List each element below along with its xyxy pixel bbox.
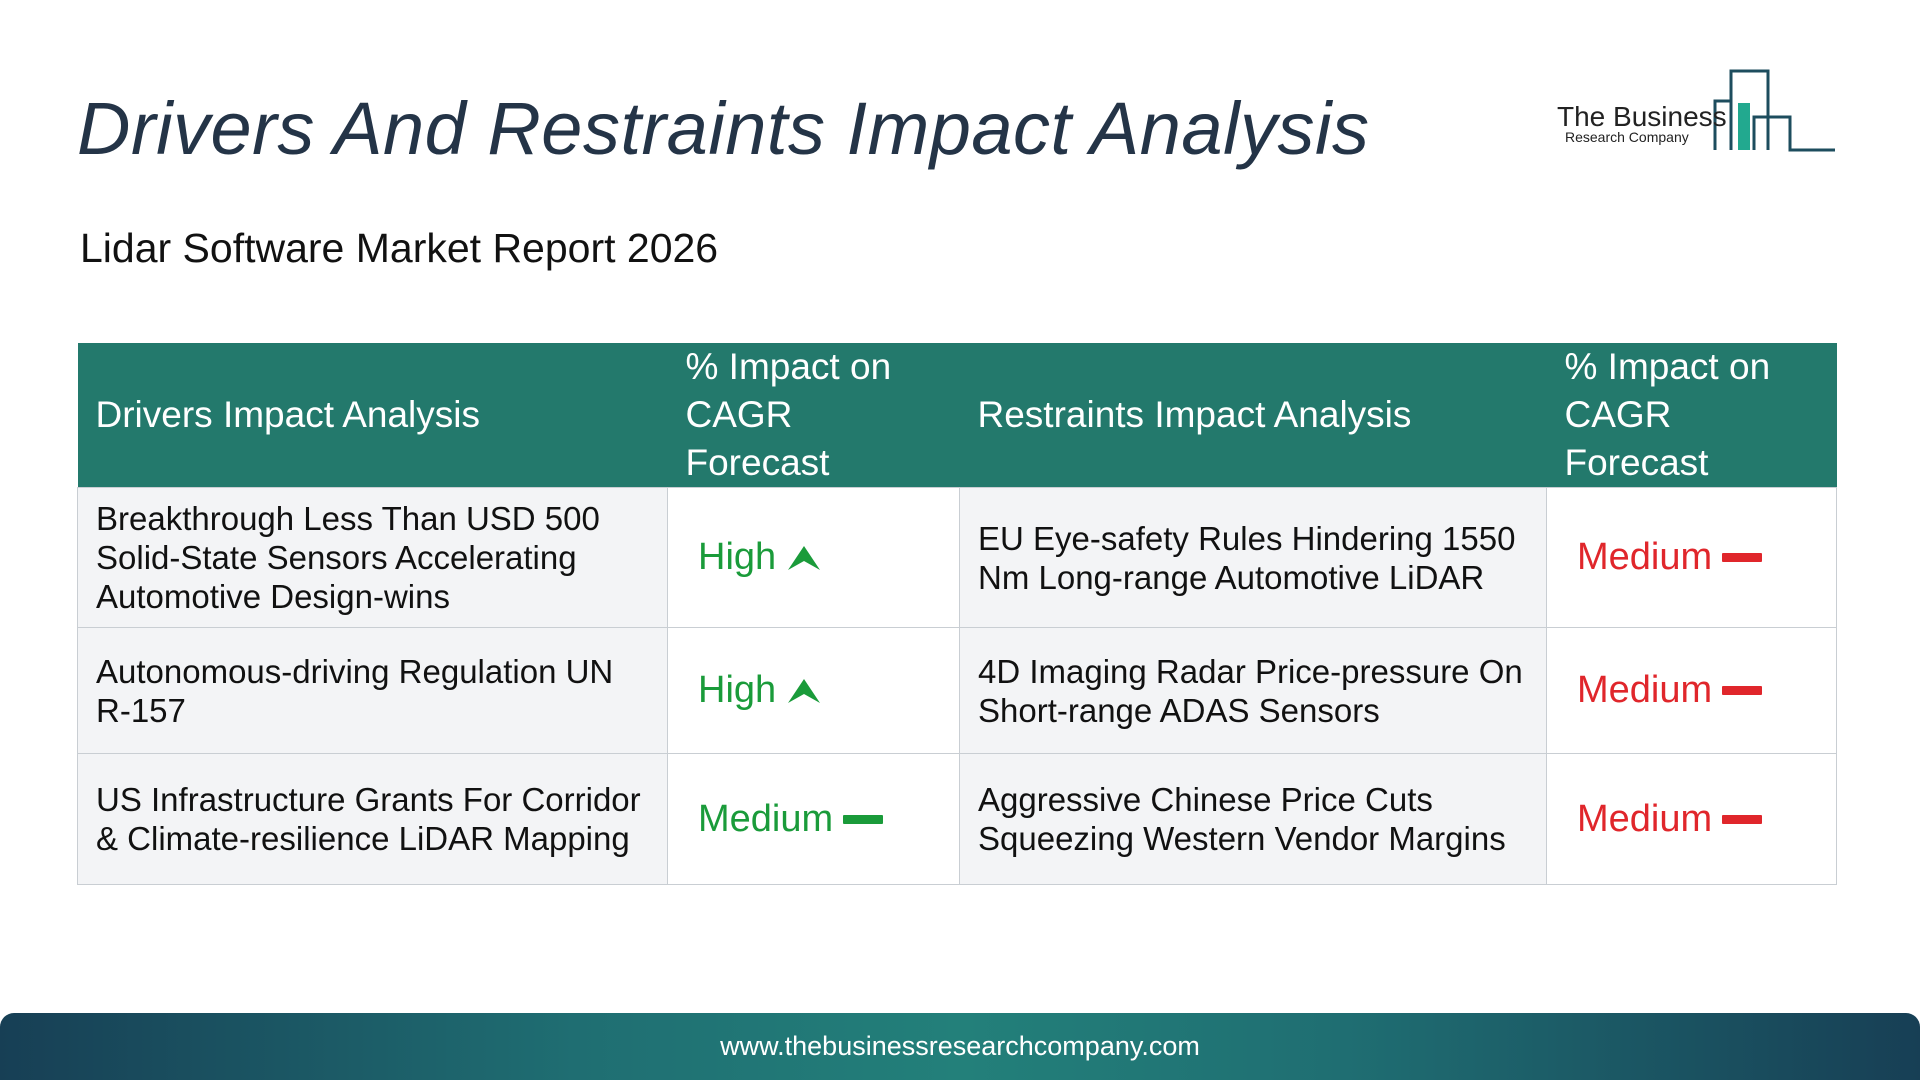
restraint-cell: 4D Imaging Radar Price-pressure On Short… <box>959 627 1547 754</box>
impact-level: High <box>698 538 822 577</box>
impact-level: Medium <box>1577 797 1763 840</box>
driver-cell: Autonomous-driving Regulation UN R-157 <box>77 627 668 754</box>
restraint-cell: Aggressive Chinese Price Cuts Squeezing … <box>959 753 1547 885</box>
logo-text-sub: Research Company <box>1565 129 1689 145</box>
restraint-cell: EU Eye-safety Rules Hindering 1550 Nm Lo… <box>959 487 1547 628</box>
company-logo[interactable]: The Business Research Company <box>1555 65 1835 160</box>
driver-impact-cell: High <box>667 487 960 628</box>
impact-level: Medium <box>698 797 884 840</box>
dash-icon <box>1722 686 1763 695</box>
impact-label: Medium <box>1577 797 1713 840</box>
arrow-up-icon <box>788 545 821 570</box>
restraint-impact-cell: Medium <box>1546 627 1837 754</box>
arrow-up-icon <box>788 678 821 703</box>
impact-label: Medium <box>698 797 834 840</box>
footer-bar: www.thebusinessresearchcompany.com <box>0 1013 1920 1080</box>
driver-cell: US Infrastructure Grants For Corridor & … <box>77 753 668 885</box>
table-header-row: Drivers Impact Analysis % Impact on CAGR… <box>77 343 1837 488</box>
impact-level: Medium <box>1577 536 1763 578</box>
impact-level: Medium <box>1577 669 1763 711</box>
impact-table: Drivers Impact Analysis % Impact on CAGR… <box>77 343 1837 885</box>
impact-label: Medium <box>1577 536 1713 578</box>
driver-impact-cell: Medium <box>667 753 960 885</box>
driver-impact-cell: High <box>667 627 960 754</box>
report-subtitle: Lidar Software Market Report 2026 <box>80 225 719 271</box>
impact-label: High <box>698 669 777 711</box>
dash-icon <box>1722 553 1763 562</box>
page-title: Drivers And Restraints Impact Analysis <box>77 87 1370 170</box>
table-row: Breakthrough Less Than USD 500 Solid-Sta… <box>77 487 1837 628</box>
table-row: US Infrastructure Grants For Corridor & … <box>77 753 1837 885</box>
logo-text-main: The Business <box>1557 101 1727 132</box>
bar-chart-logo-icon <box>1713 69 1835 152</box>
restraint-impact-cell: Medium <box>1546 487 1837 628</box>
impact-label: High <box>698 536 777 578</box>
website-link[interactable]: www.thebusinessresearchcompany.com <box>720 1031 1200 1061</box>
column-header-restraints: Restraints Impact Analysis <box>959 343 1547 488</box>
impact-label: Medium <box>1577 669 1713 711</box>
restraint-impact-cell: Medium <box>1546 753 1837 885</box>
dash-icon <box>1722 814 1763 824</box>
dash-icon <box>843 814 884 824</box>
driver-cell: Breakthrough Less Than USD 500 Solid-Sta… <box>77 487 668 628</box>
column-header-restraint-impact: % Impact on CAGR Forecast <box>1546 343 1837 488</box>
table-row: Autonomous-driving Regulation UN R-157 H… <box>77 627 1837 754</box>
impact-level: High <box>698 671 822 710</box>
column-header-driver-impact: % Impact on CAGR Forecast <box>667 343 960 488</box>
column-header-drivers: Drivers Impact Analysis <box>77 343 668 488</box>
